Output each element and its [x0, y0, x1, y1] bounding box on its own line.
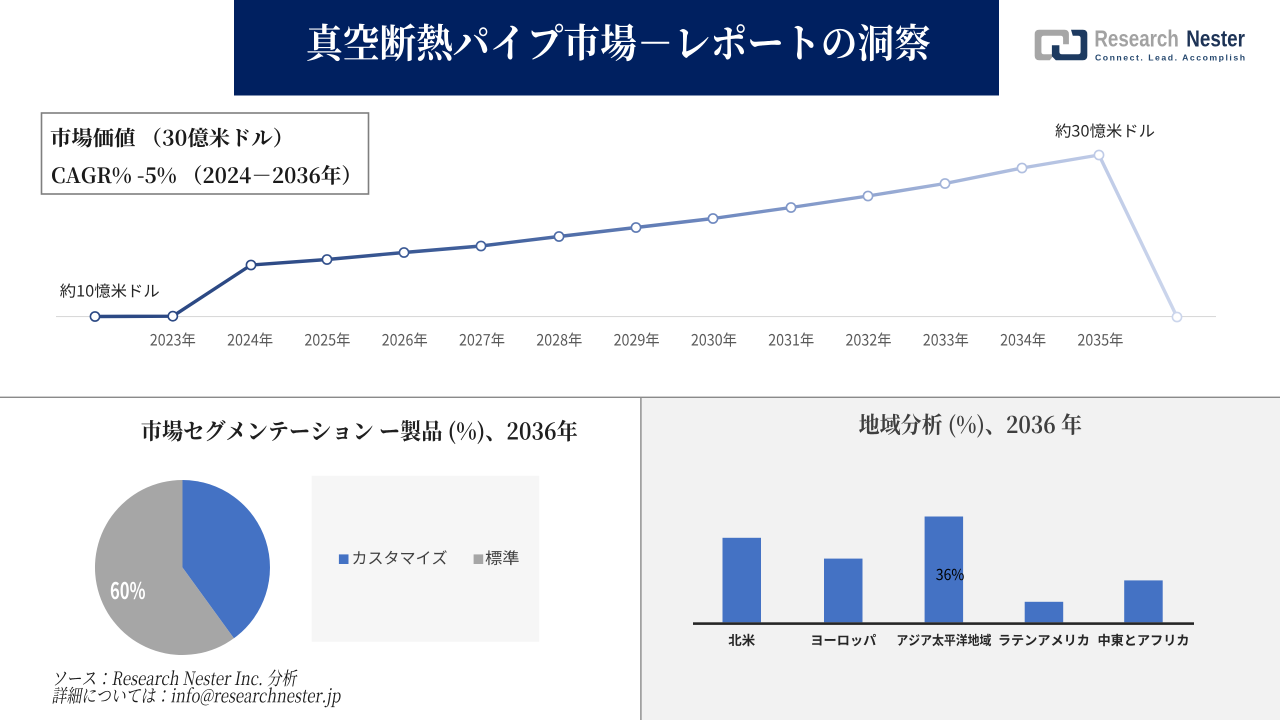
svg-text:Research: Research	[1094, 26, 1178, 52]
svg-text:Connect. Lead. Accomplish: Connect. Lead. Accomplish	[1095, 52, 1245, 62]
svg-text:Nester: Nester	[1186, 26, 1245, 52]
